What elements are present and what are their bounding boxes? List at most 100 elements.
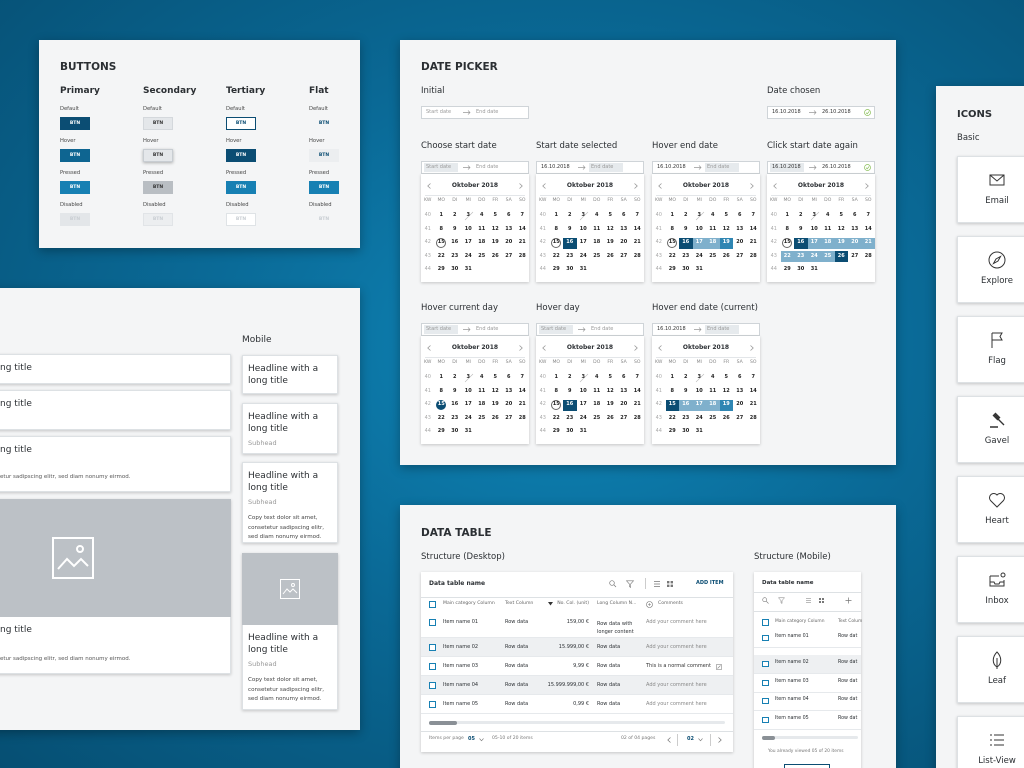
icon-tile[interactable] bbox=[957, 636, 1024, 703]
prev-icon bbox=[427, 345, 431, 351]
week-number: 44 bbox=[655, 428, 662, 435]
weekday: DI bbox=[567, 198, 573, 204]
button[interactable]: BTN bbox=[226, 213, 256, 226]
icon-tile[interactable] bbox=[957, 476, 1024, 543]
button[interactable]: BTN bbox=[226, 149, 256, 162]
button[interactable]: BTN bbox=[309, 181, 339, 194]
day: 10 bbox=[579, 387, 587, 394]
checkbox[interactable] bbox=[429, 682, 436, 689]
day: 7 bbox=[751, 212, 755, 219]
day-highlight bbox=[848, 237, 862, 249]
checkbox[interactable] bbox=[762, 716, 769, 724]
button[interactable]: BTN bbox=[60, 181, 90, 194]
icon-tile[interactable] bbox=[957, 396, 1024, 463]
button[interactable]: BTN bbox=[60, 149, 90, 162]
day-highlight bbox=[719, 237, 733, 249]
state-label: Disabled bbox=[143, 202, 166, 209]
calendar bbox=[421, 174, 529, 282]
icon-label: Gavel bbox=[984, 436, 1010, 447]
day: 23 bbox=[566, 252, 574, 259]
icon-tile[interactable] bbox=[957, 156, 1024, 223]
weekday: DO bbox=[593, 198, 601, 204]
weekday: FR bbox=[838, 198, 845, 204]
day-highlight bbox=[794, 237, 808, 249]
state-label: Pressed bbox=[60, 170, 81, 177]
weekday: MI bbox=[465, 360, 471, 366]
edit-icon bbox=[716, 663, 722, 670]
column-heading: Tertiary bbox=[226, 86, 266, 97]
button[interactable]: BTN bbox=[143, 117, 173, 130]
divider bbox=[677, 734, 678, 746]
day: 25 bbox=[478, 414, 486, 421]
column-header: Long Column N... bbox=[597, 601, 637, 607]
icon-tile[interactable] bbox=[957, 316, 1024, 383]
button[interactable]: BTN bbox=[309, 213, 339, 226]
cell: Row data bbox=[505, 700, 529, 707]
button[interactable]: BTN bbox=[226, 181, 256, 194]
button[interactable]: BTN bbox=[226, 117, 256, 130]
next-icon bbox=[519, 345, 523, 351]
button[interactable]: BTN bbox=[309, 149, 339, 162]
icon-tile[interactable] bbox=[957, 556, 1024, 623]
calendar bbox=[767, 174, 875, 282]
date-input[interactable] bbox=[421, 106, 529, 119]
day: 12 bbox=[606, 387, 614, 394]
day: 5 bbox=[493, 212, 497, 219]
divider bbox=[710, 734, 711, 746]
cell: Item name 02 bbox=[443, 643, 479, 650]
dropdown-icon bbox=[479, 738, 484, 742]
buttons-card bbox=[39, 40, 360, 248]
checkbox[interactable] bbox=[762, 634, 769, 642]
weekday: SA bbox=[505, 198, 512, 204]
load-more-button[interactable] bbox=[784, 764, 830, 768]
day: 12 bbox=[837, 225, 845, 232]
weekday: SA bbox=[620, 360, 627, 366]
checkbox[interactable] bbox=[762, 660, 769, 668]
date-input[interactable] bbox=[767, 106, 875, 119]
checkbox[interactable] bbox=[762, 697, 769, 705]
day: 14 bbox=[633, 387, 641, 394]
icon-tile[interactable] bbox=[957, 236, 1024, 303]
checkbox[interactable] bbox=[429, 701, 436, 708]
checkbox[interactable] bbox=[429, 644, 436, 651]
button[interactable]: BTN bbox=[143, 213, 173, 226]
cell: Item name 01 bbox=[775, 634, 809, 640]
button[interactable]: BTN bbox=[309, 117, 339, 130]
checkbox[interactable] bbox=[429, 601, 436, 608]
button[interactable]: BTN bbox=[143, 149, 173, 162]
picker-label: Date chosen bbox=[767, 86, 821, 97]
checkbox[interactable] bbox=[762, 679, 769, 687]
day: 10 bbox=[695, 225, 703, 232]
day: 22 bbox=[668, 252, 676, 259]
day: 7 bbox=[635, 374, 639, 381]
button[interactable]: BTN bbox=[60, 117, 90, 130]
next-icon bbox=[865, 183, 869, 189]
day: 30 bbox=[682, 428, 690, 435]
arrow-icon bbox=[809, 110, 817, 115]
picker-label: Start date selected bbox=[536, 141, 618, 152]
weekday: DO bbox=[593, 360, 601, 366]
checkbox[interactable] bbox=[429, 663, 436, 670]
page-number: 02 bbox=[687, 736, 694, 743]
checkbox[interactable] bbox=[762, 619, 769, 626]
column-header: Text Colum bbox=[838, 618, 863, 624]
end-date: End date bbox=[591, 325, 614, 332]
dropdown-icon bbox=[698, 738, 703, 742]
day: 2 bbox=[684, 212, 688, 219]
cell: Row data bbox=[505, 618, 529, 625]
week-number: 42 bbox=[655, 239, 662, 246]
next-icon bbox=[519, 183, 523, 189]
add-item-button[interactable]: ADD ITEM bbox=[696, 580, 724, 586]
checkbox[interactable] bbox=[429, 619, 436, 626]
button[interactable]: BTN bbox=[60, 213, 90, 226]
icon-tile[interactable] bbox=[957, 716, 1024, 768]
cell: Row data bbox=[597, 662, 621, 669]
cell: Row dat bbox=[838, 634, 858, 640]
arrow-icon bbox=[463, 165, 471, 170]
arrow-icon bbox=[578, 327, 586, 332]
button[interactable]: BTN bbox=[143, 181, 173, 194]
day: 23 bbox=[566, 414, 574, 421]
day: 27 bbox=[620, 252, 628, 259]
sort-icon bbox=[548, 602, 553, 606]
divider bbox=[754, 592, 861, 593]
